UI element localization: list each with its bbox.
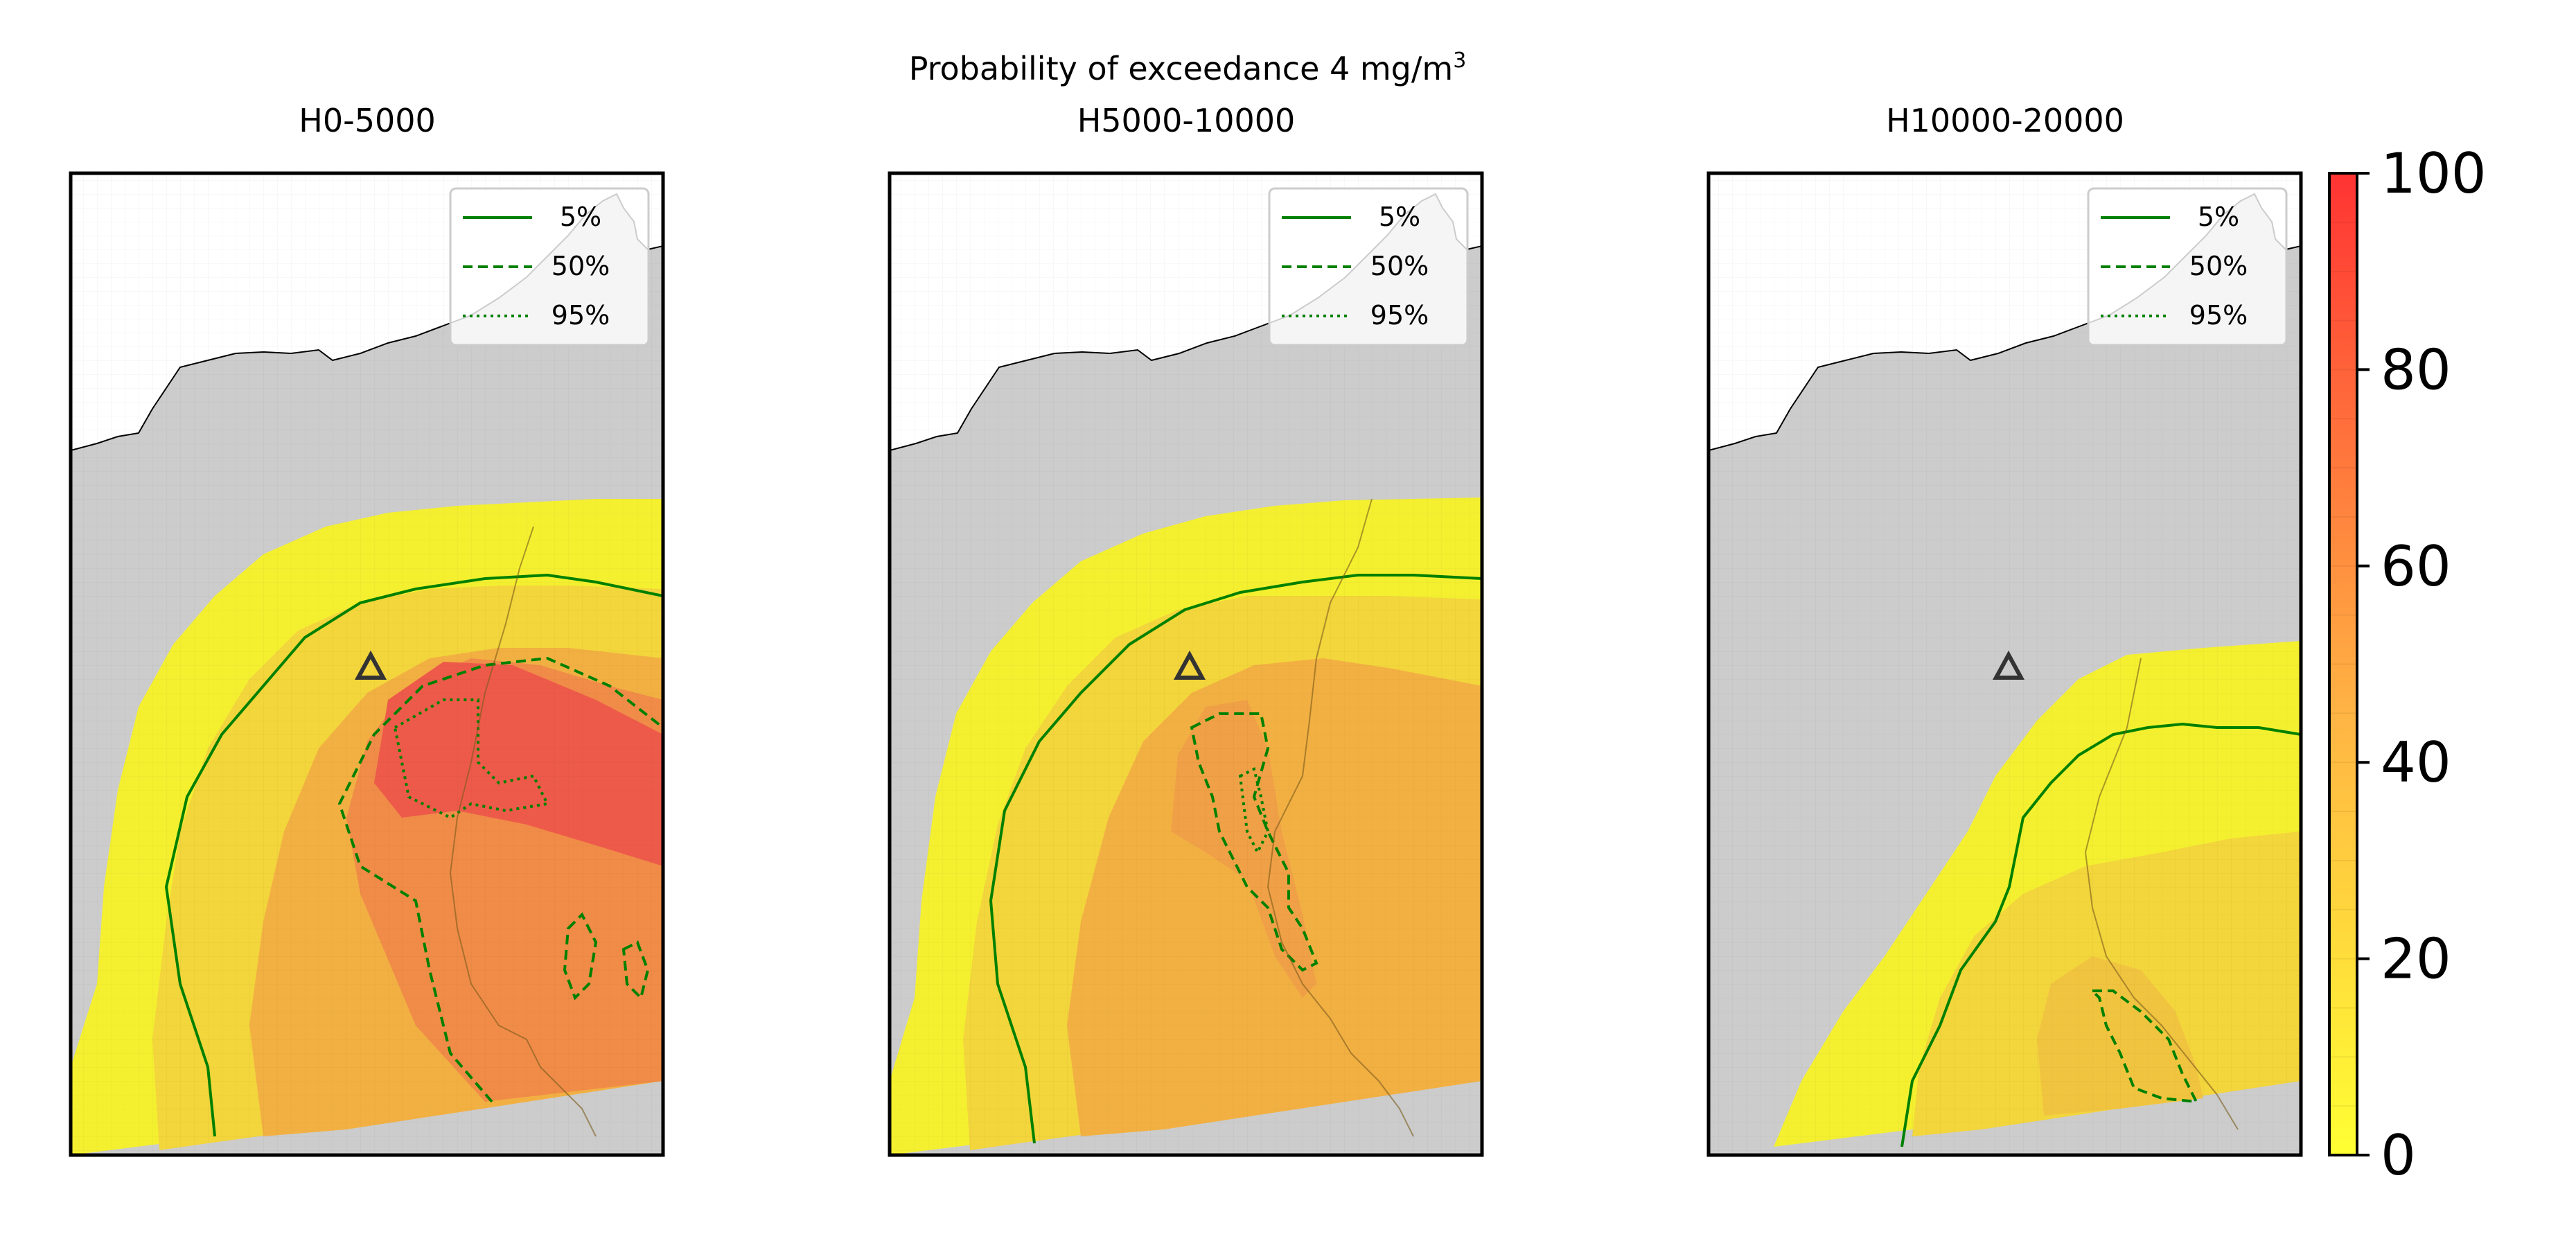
contour-5 — [989, 574, 1482, 1144]
colorbar-tick-label: 60 — [2381, 534, 2451, 599]
legend-label-95: 95% — [552, 300, 610, 331]
legend-label-50: 50% — [1370, 251, 1429, 281]
colorbar-tick-label: 0 — [2381, 1123, 2416, 1188]
figure-suptitle: Probability of exceedance 4 mg/m3 — [909, 49, 1467, 87]
legend-label-50: 50% — [2189, 251, 2248, 281]
contour-50 — [1190, 712, 1318, 972]
legend-label-5: 5% — [1379, 202, 1420, 232]
panel-h5000-10000: H5000-10000 5% 50% 95% — [888, 102, 1484, 1157]
legend-label-95: 95% — [1370, 300, 1429, 331]
coastline — [449, 526, 597, 1137]
colorbar: 0 20 40 60 80 100 — [2328, 141, 2487, 1188]
contour-95 — [393, 698, 549, 820]
contour-95 — [1238, 767, 1270, 856]
panel-title: H0-5000 — [299, 102, 436, 139]
contour-legend: 5% 50% 95% — [1268, 187, 1469, 346]
contour-legend: 5% 50% 95% — [449, 187, 650, 346]
panel-title: H5000-10000 — [1077, 102, 1296, 139]
contour-5 — [164, 573, 663, 1137]
contour-50 — [337, 656, 663, 1103]
contour-50-island-a — [563, 912, 598, 1001]
colorbar-tick-label: 20 — [2381, 927, 2451, 992]
panel-frame — [1706, 171, 2303, 1157]
triangle-icon — [1173, 650, 1206, 680]
legend-label-5: 5% — [560, 202, 601, 232]
legend-label-5: 5% — [2198, 202, 2239, 232]
triangle-icon — [354, 650, 387, 680]
colorbar-fill — [2329, 173, 2357, 1155]
panel-h10000-20000: H10000-20000 5% 50% 95% — [1706, 102, 2303, 1157]
colorbar-level-lines — [2329, 221, 2357, 1107]
contour-5 — [1900, 722, 2301, 1147]
colorbar-tick-label: 100 — [2381, 141, 2487, 206]
contour-50-island-b — [621, 940, 650, 1001]
coastline — [1267, 498, 1414, 1137]
triangle-icon — [1992, 650, 2025, 680]
panel-frame — [69, 171, 665, 1157]
panel-h0-5000: H0-5000 — [69, 102, 665, 1157]
legend-label-95: 95% — [2189, 300, 2248, 331]
colorbar-frame — [2328, 172, 2358, 1156]
legend-label-50: 50% — [552, 251, 610, 281]
contour-legend: 5% 50% 95% — [2087, 187, 2288, 346]
colorbar-ticks: 0 20 40 60 80 100 — [2357, 141, 2487, 1188]
panel-title: H10000-20000 — [1886, 102, 2124, 139]
panel-frame — [888, 171, 1484, 1157]
colorbar-tick-label: 80 — [2381, 337, 2451, 402]
contour-50 — [2089, 989, 2199, 1104]
colorbar-tick-label: 40 — [2381, 730, 2451, 795]
coastline — [2084, 658, 2239, 1130]
